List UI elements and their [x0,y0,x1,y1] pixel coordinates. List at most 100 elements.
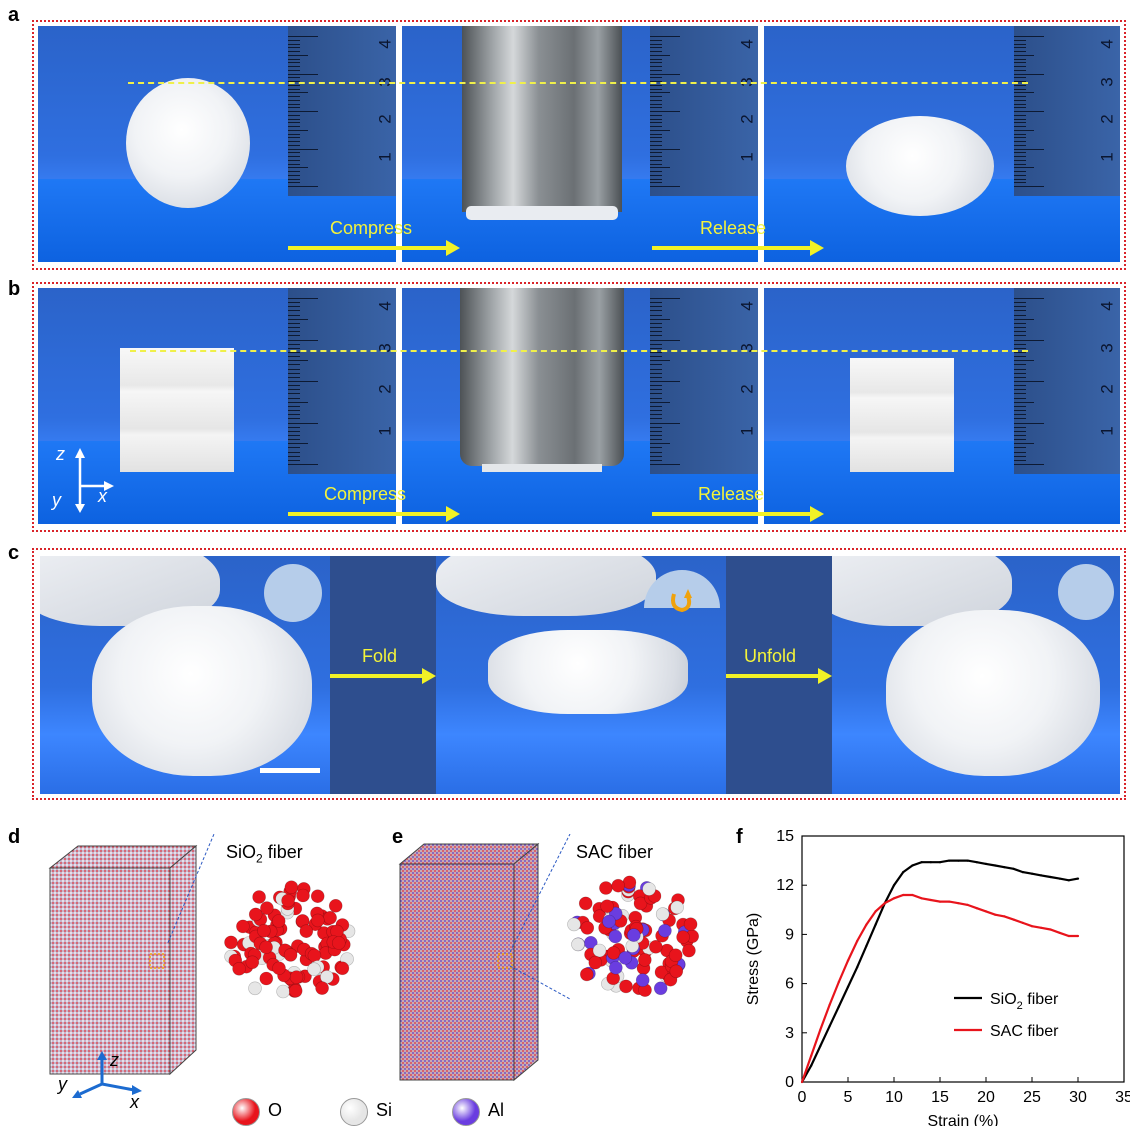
ruler-tick [288,447,300,449]
zoom-lines [166,834,215,944]
atom [284,880,299,894]
ruler-tick [1014,430,1026,432]
ruler-tick [288,364,300,366]
atom [642,882,656,896]
ruler-tick [288,314,300,316]
ruler-number: 4 [375,301,395,311]
ruler-number: 4 [375,39,395,49]
ruler-tick [650,159,662,161]
data-point [819,1044,822,1047]
ruler-tick [288,137,300,139]
atom [670,900,684,915]
atom [627,928,641,942]
ruler-tick [288,322,300,324]
atom [655,907,670,921]
ruler-tick [650,137,662,139]
ruler-tick [288,347,300,349]
y-tick-label: 15 [776,828,794,845]
panel-label-e: e [392,826,404,848]
legend-atom-si-icon [340,1098,368,1126]
ruler-tick [650,77,662,79]
data-point [1076,934,1080,938]
x-tick-label: 30 [1069,1089,1087,1106]
ruler-tick [1014,182,1026,184]
data-point [984,910,988,913]
ruler-number: 2 [375,384,395,394]
ruler-tick [650,410,662,412]
ruler-tick [1014,447,1026,449]
ruler-tick [288,69,300,71]
data-point [1003,866,1006,869]
ruler-tick [1014,422,1044,424]
sac-simulation-box [398,842,540,1082]
ruler-tick [1014,103,1026,105]
x-tick-label: 5 [844,1089,853,1106]
atom [635,973,650,987]
xyz-axis-triad [75,448,114,513]
ruler-tick [288,96,300,97]
ruler-tick [1014,443,1034,445]
sac-sheet-flat [92,606,312,776]
x-axis-label: Strain (%) [927,1113,998,1126]
height-reference-line [130,350,1028,352]
ruler-tick [650,69,662,71]
stress-strain-chart: 0 5 10 15 20 25 30 35 0 3 6 9 12 15 Strain (%) Stress (… [745,828,1130,1126]
ruler-tick [288,118,300,120]
ruler-tick [1014,159,1026,161]
ruler-tick [650,397,662,399]
ruler-tick [1014,66,1026,67]
release-label: Release [698,484,765,504]
atom [252,890,266,904]
legend-entry: SAC fiber [990,1023,1059,1040]
atom [299,924,314,939]
zoom-lines [510,834,571,1000]
ruler-tick [1014,418,1026,420]
data-point [846,959,850,962]
ruler-tick [1014,414,1026,416]
fold-label: Fold [362,646,398,666]
y-tick-label: 0 [785,1074,794,1091]
data-point [911,864,914,867]
ruler-tick [650,51,662,52]
ruler-tick [650,422,680,424]
ruler-tick [288,401,308,403]
ruler-tick [650,418,662,420]
compress-arrow [288,240,460,256]
ruler-number: 1 [375,151,395,162]
ruler-tick [288,122,300,124]
ruler-tick [1014,351,1026,353]
ruler-tick [650,171,662,172]
ruler-tick [1014,322,1026,324]
ruler-tick [288,410,300,412]
ruler-tick [288,464,318,465]
atom [323,910,337,925]
ruler-number: 2 [1097,384,1117,394]
fold-arrow [330,668,436,684]
ruler-tick [650,92,670,94]
atom [580,921,595,935]
ruler-tick [1014,84,1026,86]
ruler-tick [288,73,318,75]
ruler-tick [650,39,662,41]
data-point [902,893,905,897]
ruler-tick [650,144,662,146]
atom [248,907,263,922]
compression-cylinder [462,26,622,212]
ruler-tick [650,81,662,82]
series-line-sac [800,893,1078,1083]
ruler-tick [1014,51,1026,52]
ruler-tick [288,318,308,320]
panel-a-frame [32,20,1126,270]
ruler-tick [1014,434,1026,436]
ruler-tick [288,306,300,308]
ruler-tick [288,47,300,49]
data-point [1012,867,1015,870]
atom [611,878,626,893]
ruler-tick [650,298,680,299]
ruler-tick [650,368,662,370]
data-point [1012,918,1015,921]
ruler-tick [650,360,670,362]
ruler-tick [288,174,300,176]
ruler-tick [1014,306,1026,308]
